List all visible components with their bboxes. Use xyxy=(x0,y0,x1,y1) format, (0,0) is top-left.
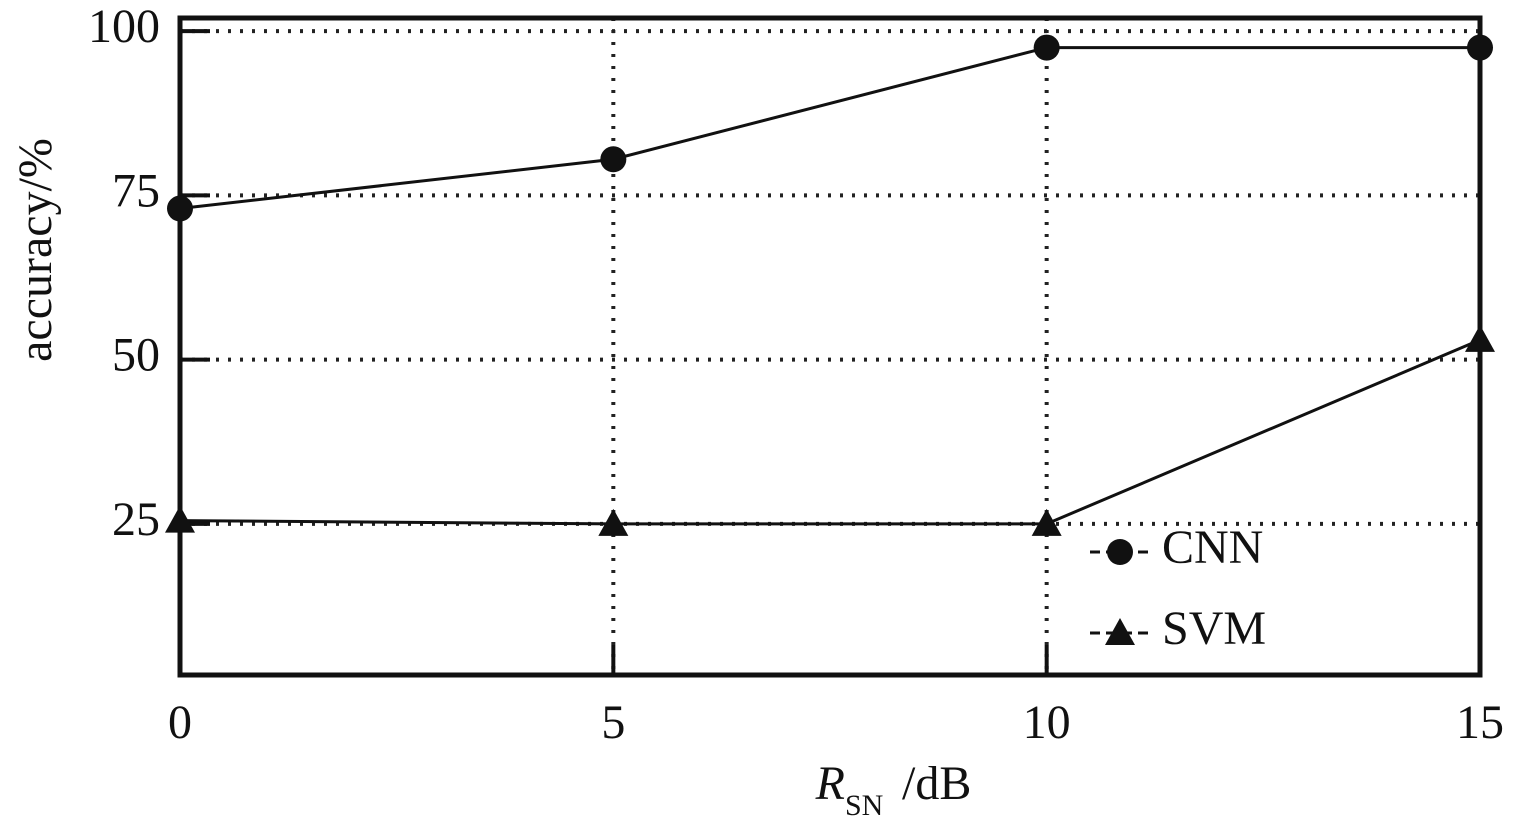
y-tick-label: 100 xyxy=(88,0,160,53)
x-axis-label: R xyxy=(815,757,845,810)
legend-label: SVM xyxy=(1162,602,1266,655)
x-axis-label-sub: SN xyxy=(845,789,883,822)
marker xyxy=(1031,508,1062,536)
marker xyxy=(167,195,193,222)
y-tick-label: 50 xyxy=(112,329,160,382)
x-tick-label: 15 xyxy=(1456,696,1504,749)
x-tick-label: 5 xyxy=(601,696,625,749)
series-line xyxy=(179,46,1480,211)
y-tick-label: 25 xyxy=(112,493,160,546)
y-axis-label: accuracy/% xyxy=(9,138,62,362)
marker xyxy=(165,505,195,533)
x-tick-label: 0 xyxy=(168,696,192,749)
legend-marker xyxy=(1107,539,1133,565)
x-tick-label: 10 xyxy=(1023,696,1071,749)
x-axis-label-unit: /dB xyxy=(902,757,971,810)
marker xyxy=(1467,34,1493,61)
marker xyxy=(600,146,627,173)
plot-frame xyxy=(177,15,1483,678)
legend-label: CNN xyxy=(1162,521,1263,574)
marker xyxy=(1465,324,1495,352)
marker xyxy=(598,508,629,536)
legend-marker xyxy=(1105,618,1135,645)
y-tick-label: 75 xyxy=(112,164,160,217)
series-line xyxy=(179,338,1481,526)
marker xyxy=(1033,34,1060,61)
